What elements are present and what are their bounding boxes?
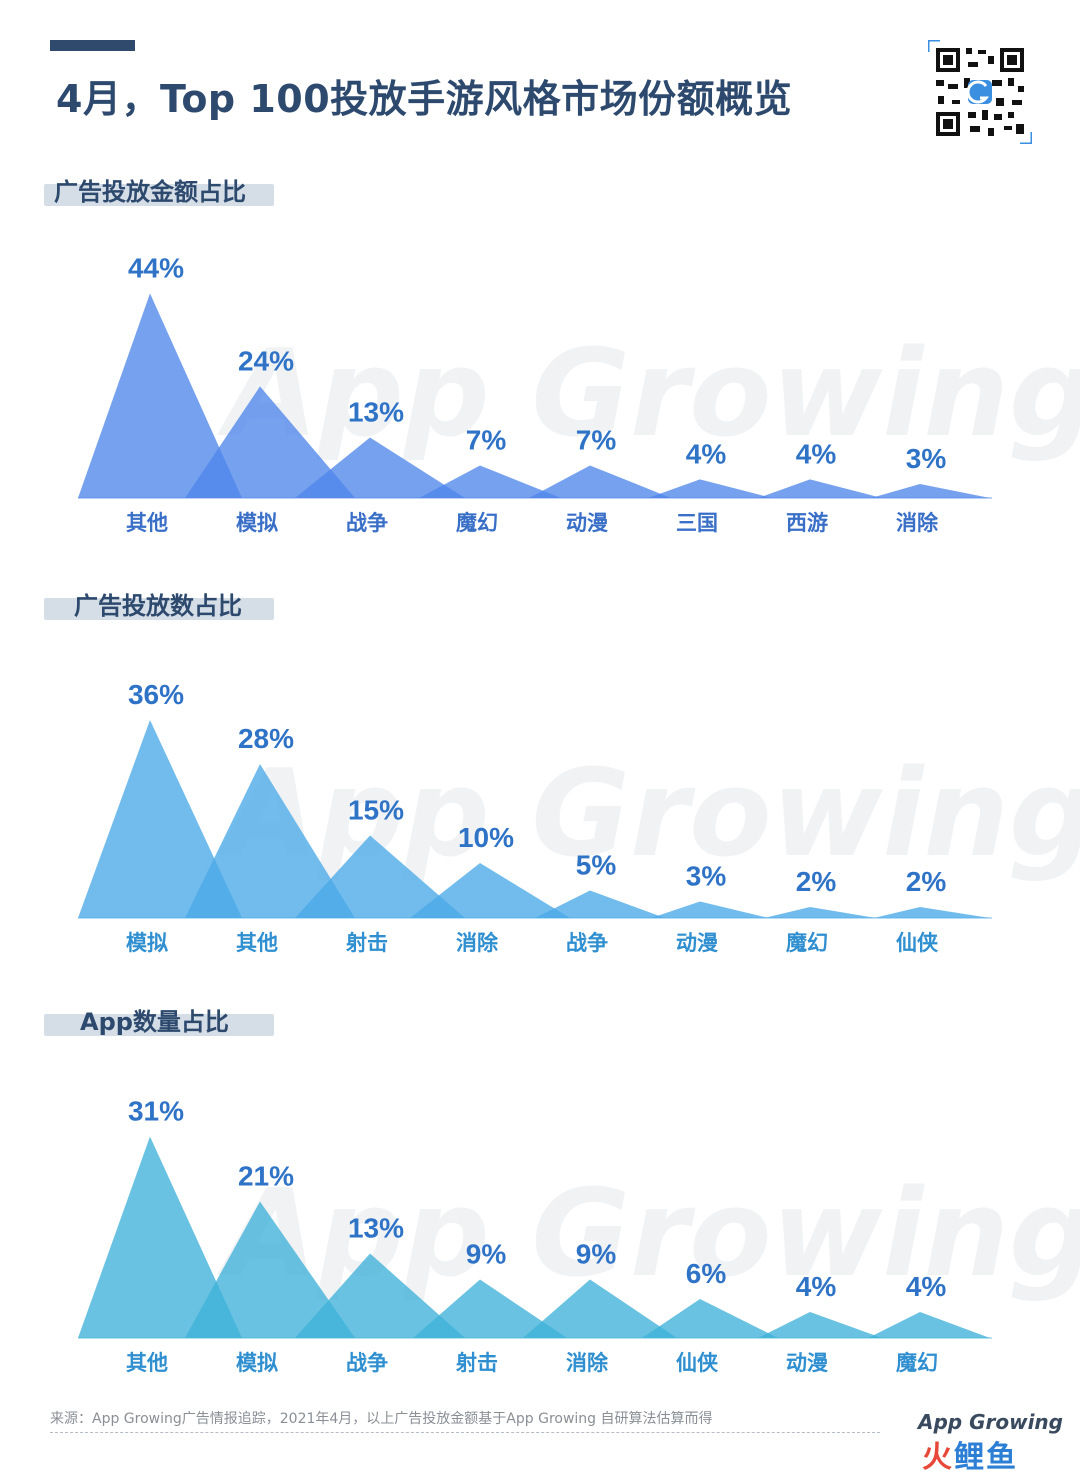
category-label-0: 其他 — [126, 1351, 168, 1375]
peak-7 — [874, 907, 990, 918]
footer-divider — [50, 1432, 880, 1433]
section-title-app-count: App数量占比 — [44, 1002, 274, 1036]
value-label-3: 9% — [466, 1239, 507, 1270]
category-label-1: 模拟 — [236, 1351, 278, 1375]
value-label-4: 5% — [576, 850, 617, 881]
value-label-4: 7% — [576, 424, 617, 455]
value-label-6: 4% — [796, 1271, 837, 1302]
value-label-0: 31% — [128, 1096, 184, 1127]
category-label-4: 消除 — [566, 1351, 609, 1375]
value-label-6: 2% — [796, 866, 837, 897]
peak-1 — [185, 1201, 355, 1338]
peak-4 — [523, 1279, 677, 1338]
value-label-1: 21% — [238, 1161, 294, 1192]
header-accent-bar — [50, 40, 135, 51]
category-label-5: 三国 — [676, 511, 718, 535]
category-label-7: 消除 — [896, 511, 939, 535]
peak-2 — [295, 437, 465, 498]
category-label-7: 仙侠 — [896, 931, 939, 955]
value-label-1: 28% — [238, 723, 294, 754]
chart-spend-share: App Growing 44% 其他 24% 模拟 13% 战争 7% 魔幻 7% 动漫 4% 三国 4%… — [78, 252, 1080, 535]
logo-text: App Growing — [918, 1410, 1063, 1434]
chart-ad-count-share: App Growing36%模拟28%其他15%射击10%消除5%战争3%动漫2… — [78, 679, 1080, 955]
peak-6 — [758, 1312, 882, 1338]
value-label-3: 7% — [466, 424, 507, 455]
page-title: 4月，Top 100投放手游风格市场份额概览 — [56, 77, 793, 121]
brand-logo: App Growing 火鲤鱼 — [918, 1410, 1063, 1475]
peak-3 — [410, 863, 570, 918]
category-label-3: 消除 — [456, 931, 499, 955]
peak-7 — [871, 484, 990, 498]
peak-5 — [651, 901, 769, 918]
watermark-text: App Growing — [217, 325, 1080, 464]
peak-2 — [295, 1253, 465, 1338]
peak-3 — [419, 465, 561, 498]
category-label-2: 射击 — [345, 931, 388, 955]
value-label-5: 3% — [686, 861, 727, 892]
category-label-7: 魔幻 — [896, 1351, 938, 1375]
value-label-3: 10% — [458, 822, 514, 853]
category-label-3: 魔幻 — [456, 511, 498, 535]
peak-5 — [642, 1299, 778, 1338]
category-label-5: 动漫 — [676, 931, 718, 955]
category-label-6: 魔幻 — [786, 931, 828, 955]
peak-7 — [868, 1312, 990, 1338]
peak-4 — [535, 890, 665, 918]
value-label-5: 4% — [686, 438, 727, 469]
peak-6 — [764, 907, 876, 918]
value-label-7: 4% — [906, 1271, 947, 1302]
category-label-2: 战争 — [346, 511, 388, 535]
logo-characters: 火鲤鱼 — [922, 1440, 1018, 1475]
category-label-4: 战争 — [566, 931, 608, 955]
section-title-spend: 广告投放金额占比 — [44, 172, 274, 206]
category-label-0: 其他 — [126, 511, 168, 535]
value-label-7: 3% — [906, 443, 947, 474]
peak-0 — [78, 293, 242, 498]
category-label-4: 动漫 — [566, 511, 608, 535]
peak-0 — [78, 1136, 242, 1338]
peak-6 — [758, 479, 882, 498]
value-label-7: 2% — [906, 866, 947, 897]
category-label-3: 射击 — [455, 1351, 498, 1375]
qr-code-icon — [928, 40, 1032, 144]
peak-4 — [529, 465, 671, 498]
category-label-2: 战争 — [346, 1351, 388, 1375]
peak-1 — [185, 386, 355, 498]
peak-3 — [413, 1279, 567, 1338]
category-label-5: 仙侠 — [676, 1351, 719, 1375]
value-label-2: 13% — [348, 1213, 404, 1244]
section-title-ad-count: 广告投放数占比 — [44, 586, 274, 620]
value-label-2: 13% — [348, 397, 404, 428]
category-label-1: 其他 — [236, 931, 278, 955]
value-label-0: 36% — [128, 679, 184, 710]
category-label-6: 西游 — [786, 511, 828, 535]
peak-0 — [78, 720, 242, 918]
peak-1 — [185, 764, 355, 918]
peak-2 — [295, 835, 465, 918]
peak-5 — [648, 479, 772, 498]
category-label-0: 模拟 — [126, 931, 168, 955]
value-label-6: 4% — [796, 438, 837, 469]
value-label-2: 15% — [348, 795, 404, 826]
value-label-0: 44% — [128, 252, 184, 283]
value-label-1: 24% — [238, 345, 294, 376]
value-label-4: 9% — [576, 1239, 617, 1270]
category-label-6: 动漫 — [786, 1351, 828, 1375]
value-label-5: 6% — [686, 1258, 727, 1289]
category-label-1: 模拟 — [236, 511, 278, 535]
source-note: 来源：App Growing广告情报追踪，2021年4月，以上广告投放金额基于A… — [50, 1411, 713, 1427]
chart-app-count-share: App Growing31%其他21%模拟13%战争9%射击9%消除6%仙侠4%… — [78, 1096, 1080, 1375]
